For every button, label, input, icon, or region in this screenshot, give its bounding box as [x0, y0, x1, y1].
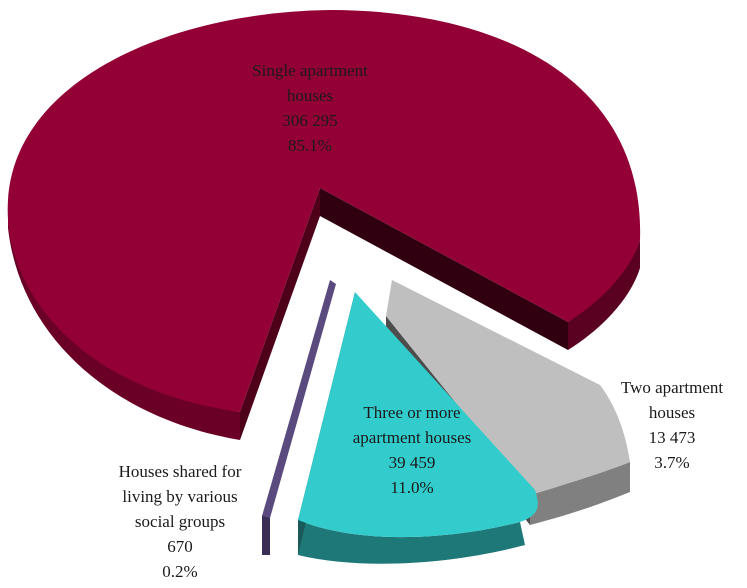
slice-single-cut-face-right [320, 188, 568, 350]
label-text: Houses shared for [119, 462, 242, 481]
slice-single-cut-face [240, 188, 320, 440]
slice-three-top [298, 292, 538, 538]
label-value: 39 459 [389, 453, 436, 472]
label-percent: 85.1% [288, 136, 332, 155]
label-two-apartment-houses: Two apartment houses 13 473 3.7% [621, 378, 723, 472]
slice-single-side-right [568, 240, 640, 350]
label-text: apartment houses [353, 428, 472, 447]
label-value: 670 [167, 537, 193, 556]
label-text: Single apartment [252, 61, 368, 80]
label-text: Three or more [363, 403, 460, 422]
slice-two-side-outer [530, 462, 630, 525]
label-value: 306 295 [282, 111, 337, 130]
label-percent: 3.7% [654, 453, 689, 472]
label-three-or-more-apartment-houses: Three or more apartment houses 39 459 11… [353, 403, 472, 497]
label-percent: 11.0% [390, 478, 433, 497]
label-text: living by various [122, 487, 237, 506]
slice-single-apartment-houses [7, 10, 641, 440]
label-text: houses [287, 86, 333, 105]
slice-shared-top [262, 280, 336, 518]
label-text: social groups [135, 512, 225, 531]
slice-three-or-more-apartment-houses [298, 292, 538, 564]
label-percent: 0.2% [162, 562, 197, 581]
slice-houses-shared [262, 280, 336, 555]
slice-three-side [298, 520, 525, 564]
slice-two-top [386, 280, 630, 495]
label-text: houses [649, 403, 695, 422]
slice-shared-side [262, 515, 270, 555]
label-text: Two apartment [621, 378, 723, 397]
slice-single-top [7, 10, 641, 412]
label-houses-shared: Houses shared for living by various soci… [119, 462, 242, 581]
label-value: 13 473 [649, 428, 696, 447]
label-single-apartment-houses: Single apartment houses 306 295 85.1% [252, 61, 368, 155]
